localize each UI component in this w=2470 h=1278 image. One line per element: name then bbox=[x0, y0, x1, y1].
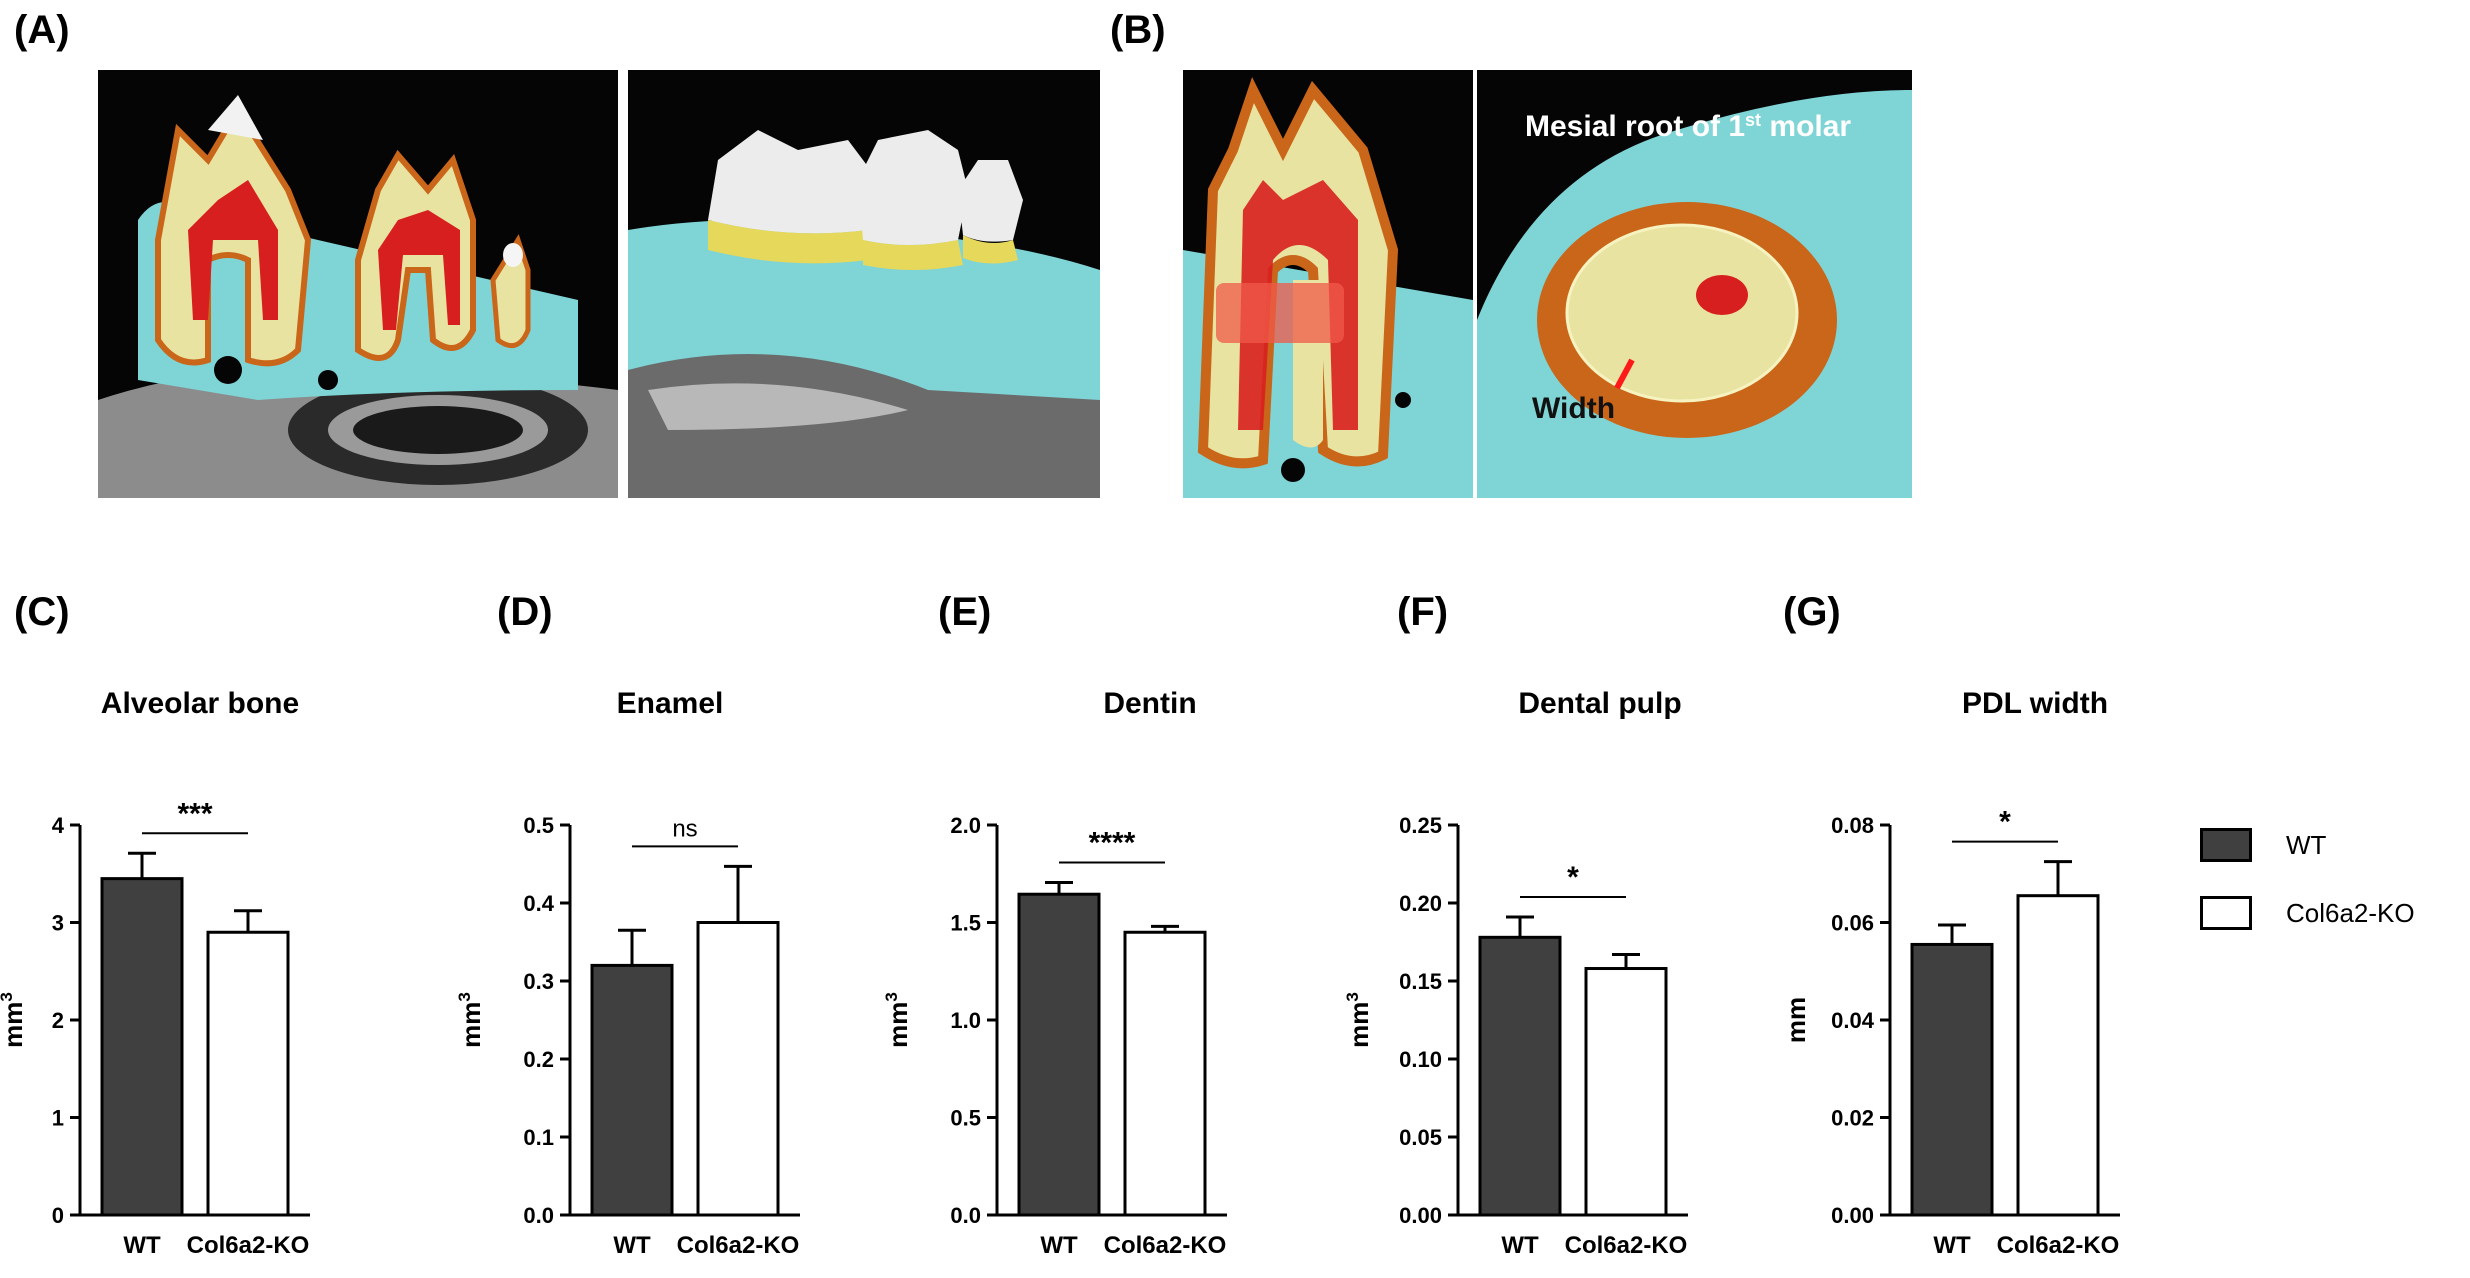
y-tick-label: 0.06 bbox=[1831, 911, 1874, 936]
y-tick-label: 4 bbox=[52, 813, 65, 838]
microct-3d-render-image bbox=[628, 70, 1100, 498]
y-tick-label: 0.5 bbox=[523, 813, 554, 838]
y-tick-label: 1 bbox=[52, 1106, 64, 1131]
x-tick-label-wt: WT bbox=[123, 1232, 161, 1259]
bar-ko bbox=[1584, 967, 1668, 1217]
bar-wt bbox=[100, 877, 184, 1217]
panel-label-d: (D) bbox=[497, 590, 553, 634]
x-tick-label-wt: WT bbox=[1933, 1232, 1971, 1259]
significance-label: ns bbox=[672, 815, 697, 842]
y-tick-label: 3 bbox=[52, 911, 64, 936]
legend-swatch-ko bbox=[2200, 896, 2252, 930]
y-tick-label: 2.0 bbox=[950, 813, 981, 838]
panel-label-f: (F) bbox=[1397, 590, 1449, 634]
bar-wt bbox=[590, 963, 674, 1217]
y-tick-label: 0.0 bbox=[950, 1203, 981, 1228]
bar-wt bbox=[1910, 942, 1994, 1217]
y-tick-label: 0.10 bbox=[1399, 1047, 1442, 1072]
y-tick-label: 0.05 bbox=[1399, 1125, 1442, 1150]
x-tick-label-ko: Col6a2-KO bbox=[187, 1232, 310, 1259]
panel-label-c: (C) bbox=[14, 590, 70, 634]
y-axis-label: mm3 bbox=[0, 992, 28, 1048]
bar-ko bbox=[696, 921, 780, 1217]
bar-ko bbox=[1123, 930, 1207, 1217]
chart-pdl-width: PDL width 0.00 0.02 0.04 0.06 0.08 mm WT Col6a2-… bbox=[1781, 687, 2120, 1259]
bar-ko bbox=[2016, 894, 2100, 1217]
significance-label: * bbox=[1999, 806, 2011, 839]
y-tick-label: 0.04 bbox=[1831, 1008, 1875, 1033]
y-tick-label: 2 bbox=[52, 1008, 64, 1033]
y-tick-label: 0.20 bbox=[1399, 891, 1442, 916]
y-tick-label: 0.5 bbox=[950, 1106, 981, 1131]
bar-wt bbox=[1478, 935, 1562, 1217]
x-tick-label-wt: WT bbox=[1501, 1232, 1539, 1259]
overlay-title: Mesial root of 1st molar bbox=[1525, 110, 1851, 143]
y-tick-label: 0.0 bbox=[523, 1203, 554, 1228]
chart-title: PDL width bbox=[1962, 687, 2108, 720]
y-tick-label: 1.0 bbox=[950, 1008, 981, 1033]
legend-label-wt: WT bbox=[2286, 829, 2327, 860]
chart-enamel: Enamel 0.0 0.1 0.2 0.3 0.4 0.5 mm3 WT Col6a2-KO ns bbox=[455, 687, 800, 1259]
y-tick-label: 1.5 bbox=[950, 911, 981, 936]
microct-sagittal-image bbox=[98, 70, 618, 498]
chart-alveolar-bone: Alveolar bone 0 1 2 3 4 mm3 WT Col6a2-KO *** bbox=[0, 687, 310, 1259]
y-axis-label: mm3 bbox=[882, 992, 913, 1048]
legend: WT Col6a2-KO bbox=[2200, 825, 2415, 961]
y-tick-label: 0 bbox=[52, 1203, 64, 1228]
panel-label-g: (G) bbox=[1783, 590, 1841, 634]
significance-label: *** bbox=[177, 797, 212, 830]
chart-dentin: Dentin 0.0 0.5 1.0 1.5 2.0 mm3 WT Col6a2-KO **** bbox=[882, 687, 1227, 1259]
significance-label: **** bbox=[1089, 827, 1136, 860]
chart-title: Alveolar bone bbox=[101, 687, 299, 720]
y-tick-label: 0.00 bbox=[1831, 1203, 1874, 1228]
chart-dental-pulp: Dental pulp 0.00 0.05 0.10 0.15 0.20 0.25 mm3 WT… bbox=[1343, 687, 1688, 1259]
width-label: Width bbox=[1532, 392, 1615, 425]
panel-label-a: (A) bbox=[14, 8, 70, 52]
significance-label: * bbox=[1567, 861, 1579, 894]
y-tick-label: 0.25 bbox=[1399, 813, 1442, 838]
y-axis-label: mm bbox=[1781, 997, 1811, 1043]
x-tick-label-wt: WT bbox=[613, 1232, 651, 1259]
legend-item-ko: Col6a2-KO bbox=[2200, 893, 2415, 933]
y-tick-label: 0.4 bbox=[523, 891, 554, 916]
chart-title: Enamel bbox=[617, 687, 724, 720]
y-axis-label: mm3 bbox=[455, 992, 486, 1048]
y-axis-label: mm3 bbox=[1343, 992, 1374, 1048]
y-tick-label: 0.00 bbox=[1399, 1203, 1442, 1228]
mesial-root-crosssection-image: Mesial root of 1st molar Width bbox=[1477, 70, 1912, 498]
legend-item-wt: WT bbox=[2200, 825, 2415, 865]
chart-title: Dentin bbox=[1103, 687, 1196, 720]
y-tick-label: 0.08 bbox=[1831, 813, 1874, 838]
legend-swatch-wt bbox=[2200, 828, 2252, 862]
x-tick-label-wt: WT bbox=[1040, 1232, 1078, 1259]
y-tick-label: 0.15 bbox=[1399, 969, 1442, 994]
x-tick-label-ko: Col6a2-KO bbox=[1565, 1232, 1688, 1259]
y-tick-label: 0.3 bbox=[523, 969, 554, 994]
panel-label-b: (B) bbox=[1110, 8, 1166, 52]
y-tick-label: 0.2 bbox=[523, 1047, 554, 1072]
y-tick-label: 0.02 bbox=[1831, 1106, 1874, 1131]
y-tick-label: 0.1 bbox=[523, 1125, 554, 1150]
x-tick-label-ko: Col6a2-KO bbox=[1104, 1232, 1227, 1259]
bar-ko bbox=[206, 930, 290, 1217]
legend-label-ko: Col6a2-KO bbox=[2286, 897, 2415, 928]
chart-title: Dental pulp bbox=[1518, 687, 1681, 720]
panel-label-e: (E) bbox=[938, 590, 992, 634]
tooth-section-image bbox=[1183, 70, 1473, 498]
x-tick-label-ko: Col6a2-KO bbox=[677, 1232, 800, 1259]
bar-wt bbox=[1017, 892, 1101, 1217]
x-tick-label-ko: Col6a2-KO bbox=[1997, 1232, 2120, 1259]
